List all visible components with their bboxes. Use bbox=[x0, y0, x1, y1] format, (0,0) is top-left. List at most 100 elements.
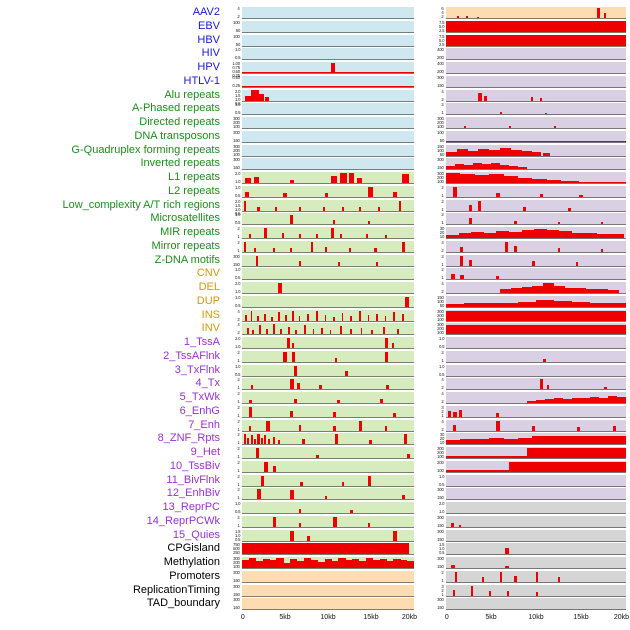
signal-bar bbox=[384, 234, 387, 238]
y-tick-label: 30 bbox=[439, 432, 445, 438]
signal-bar bbox=[334, 358, 338, 362]
track-row-3-txflnk: 3_TxFlnk 1.0 0.5 1.0 0.5 bbox=[0, 364, 630, 378]
y-tick-label: 2 bbox=[441, 185, 444, 191]
signal-bar bbox=[460, 275, 464, 280]
y-tick-label: 1.0 bbox=[234, 501, 241, 507]
right-y-axis-ticks: 300 200 100 bbox=[428, 323, 446, 335]
right-y-axis-ticks: 7.5 5.0 2.5 bbox=[428, 21, 446, 33]
right-track-panel-replicationtiming bbox=[446, 584, 626, 597]
y-tick-label: 300 bbox=[437, 116, 444, 122]
signal-bar bbox=[536, 399, 545, 403]
y-tick-label: 300 bbox=[437, 157, 444, 163]
signal-bar bbox=[453, 590, 456, 596]
left-y-axis-ticks: 300 150 bbox=[220, 571, 242, 583]
y-tick-label: 1 bbox=[441, 110, 444, 116]
signal-bar bbox=[374, 248, 377, 252]
signal-bar bbox=[243, 200, 247, 211]
track-row-9-het: 9_Het 2 1 300 200 100 bbox=[0, 446, 630, 460]
signal-bar bbox=[590, 302, 608, 307]
row-label: A-Phased repeats bbox=[131, 102, 220, 115]
signal-bar bbox=[458, 410, 463, 417]
y-tick-label: 1 bbox=[237, 481, 240, 488]
y-tick-label: 5.0 bbox=[438, 24, 445, 30]
y-tick-label: 1.0 bbox=[234, 295, 241, 301]
y-tick-label: 2 bbox=[237, 473, 240, 480]
signal-bar bbox=[286, 338, 291, 348]
y-tick-label: 400 bbox=[437, 61, 444, 67]
signal-bar bbox=[396, 328, 399, 335]
signal-bar bbox=[500, 289, 511, 293]
y-tick-label: 1 bbox=[441, 578, 444, 584]
signal-bar bbox=[460, 255, 464, 266]
signal-bar bbox=[340, 172, 347, 183]
y-tick-label: 1.0 bbox=[234, 267, 241, 273]
signal-bar bbox=[505, 547, 509, 555]
y-tick-label: 2 bbox=[441, 96, 444, 103]
signal-bar bbox=[250, 90, 260, 101]
right-track-panel-l1-repeats bbox=[446, 172, 626, 184]
left-y-axis-ticks: 1.0 0.5 bbox=[220, 186, 242, 198]
y-tick-label: 300 bbox=[437, 487, 444, 493]
signal-bar bbox=[608, 289, 619, 293]
y-tick-label: 0.5 bbox=[438, 344, 445, 350]
signal-bar bbox=[575, 262, 578, 266]
signal-bar bbox=[514, 220, 517, 225]
left-track-panel-l2-repeats bbox=[242, 185, 414, 198]
y-tick-label: 300 bbox=[233, 583, 240, 590]
signal-bar bbox=[401, 173, 409, 183]
signal-bar bbox=[290, 530, 294, 541]
signal-bar bbox=[482, 577, 485, 582]
signal-bar bbox=[264, 461, 268, 472]
left-y-axis-ticks: 2.0 1.5 1.0 0.5 bbox=[220, 199, 242, 215]
signal-bar bbox=[290, 559, 298, 568]
left-track-panel-7-enh bbox=[242, 419, 414, 432]
track-row-4-tx: 4_Tx 2 1 4 2 bbox=[0, 377, 630, 391]
row-label: ReplicationTiming bbox=[132, 583, 220, 596]
y-tick-label: 150 bbox=[437, 605, 444, 611]
left-y-axis-ticks: 1.0 0.5 bbox=[220, 364, 242, 376]
row-label: 13_ReprPC bbox=[162, 501, 220, 513]
right-track-panel-9-het bbox=[446, 447, 626, 459]
left-track-panel-1-tssa bbox=[242, 337, 414, 349]
track-row-z-dna-motifs: Z-DNA motifs 300 150 2 1 bbox=[0, 254, 630, 268]
right-track-panel-inv bbox=[446, 323, 626, 336]
signal-bar bbox=[465, 16, 468, 18]
y-tick-label: 300 bbox=[233, 143, 240, 150]
signal-bar bbox=[503, 438, 518, 445]
track-row-directed-repeats: Directed repeats 300 200 100 300 200 100 bbox=[0, 116, 630, 130]
signal-bar bbox=[367, 186, 373, 197]
right-track-panel-dup bbox=[446, 295, 626, 308]
signal-bar bbox=[307, 313, 310, 321]
signal-bar bbox=[554, 126, 556, 128]
right-track-panel-7-enh bbox=[446, 419, 626, 432]
left-track-panel-ebv bbox=[242, 20, 414, 33]
signal-bar bbox=[272, 466, 276, 472]
row-label: Methylation bbox=[163, 556, 220, 568]
signal-bar bbox=[350, 315, 353, 321]
y-tick-label: 2 bbox=[237, 418, 240, 425]
x-axis-label: 10kb bbox=[528, 614, 544, 621]
signal-bar bbox=[489, 173, 504, 183]
signal-bar bbox=[372, 560, 380, 568]
left-y-axis-ticks: 0.50 0.25 bbox=[220, 76, 242, 88]
signal-bar bbox=[514, 576, 517, 582]
track-row-methylation: Methylation 300 200 100 300 150 bbox=[0, 556, 630, 570]
signal-bar bbox=[317, 561, 325, 568]
right-y-axis-ticks: 300 200 100 bbox=[428, 117, 446, 129]
signal-bar bbox=[331, 62, 335, 73]
y-tick-label: 2 bbox=[237, 487, 240, 493]
x-axis-label: 0 bbox=[240, 614, 245, 621]
y-tick-label: 2 bbox=[237, 330, 240, 336]
y-tick-label: 150 bbox=[233, 165, 240, 171]
signal-bar bbox=[478, 148, 490, 156]
y-tick-label: 100 bbox=[437, 330, 444, 336]
right-track-panel-dna-transposons bbox=[446, 130, 626, 143]
signal-bar bbox=[324, 558, 332, 568]
signal-bar bbox=[597, 289, 608, 293]
